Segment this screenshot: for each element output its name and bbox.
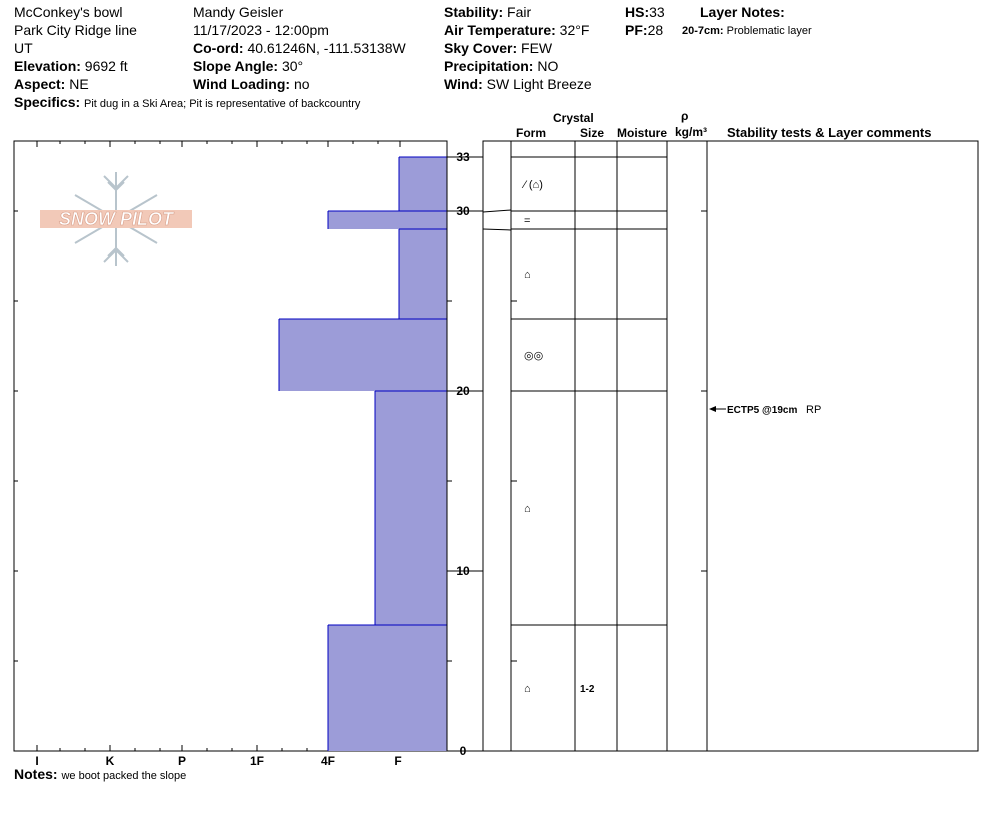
pf-value: 28 [647, 22, 664, 38]
stability-row: Stability: Fair [444, 4, 531, 20]
grain-form-symbol: = [524, 215, 530, 227]
wind-loading-label: Wind Loading: [193, 76, 291, 92]
location-name: McConkey's bowl [14, 4, 123, 20]
sky-cover-label: Sky Cover: [444, 40, 518, 56]
air-temp-label: Air Temperature: [444, 22, 556, 38]
layer-note: 20-7cm: Problematic layer [682, 23, 812, 39]
observation-datetime: 11/17/2023 - 12:00pm [193, 22, 329, 38]
hardness-layer-bar [375, 391, 447, 625]
hardness-label-i: I [35, 754, 38, 768]
hardness-label-4f: 4F [321, 754, 335, 768]
coord-value: 40.61246N, -111.53138W [247, 40, 406, 56]
crystal-header: Crystal [553, 111, 594, 125]
depth-tick-label-33: 33 [456, 150, 470, 164]
hs-label: HS: [625, 4, 650, 20]
state-name: UT [14, 40, 33, 56]
layer-table-frame [482, 140, 979, 752]
hardness-layer-bar [279, 319, 447, 391]
hardness-label-1f: 1F [250, 754, 264, 768]
logo-text: SNOW PILOT [59, 209, 175, 229]
specifics-row: Specifics: Pit dug in a Ski Area; Pit is… [14, 94, 360, 112]
rho-header: ρ [681, 109, 689, 123]
coord-label: Co-ord: [193, 40, 244, 56]
grain-form-symbol: ⌂ [524, 683, 531, 695]
precipitation-value: NO [537, 58, 559, 74]
elevation-row: Elevation: 9692 ft [14, 58, 128, 74]
precipitation-label: Precipitation: [444, 58, 534, 74]
sky-cover-value: FEW [521, 40, 553, 56]
size-header: Size [580, 126, 605, 140]
air-temp-value: 32°F [559, 22, 590, 38]
wind-loading-value: no [293, 76, 310, 92]
wind-loading-row: Wind Loading: no [193, 76, 310, 92]
grain-form-symbol: ⁄ (⌂) [521, 179, 543, 191]
layer-connector-line [482, 209, 512, 213]
hardness-label-k: K [106, 754, 115, 768]
stability-test-arrow-icon [709, 406, 716, 412]
grain-form-symbol: ◎◎ [524, 350, 543, 362]
pf-label: PF: [625, 22, 648, 38]
hardness-layer-bar [328, 211, 447, 229]
grain-form-symbol: ⌂ [524, 503, 531, 515]
observer-name: Mandy Geisler [193, 4, 284, 20]
notes-row: Notes: we boot packed the slope [14, 766, 186, 784]
wind-row: Wind: SW Light Breeze [444, 76, 592, 92]
hs-row: HS:33 [625, 4, 665, 20]
density-unit-header: kg/m³ [675, 125, 708, 139]
layer-notes-label: Layer Notes: [700, 4, 785, 20]
grain-form-symbol: ⌂ [524, 269, 531, 281]
layer-note-text: Problematic layer [726, 25, 812, 37]
layer-note-range: 20-7cm: [682, 25, 724, 37]
aspect-value: NE [69, 76, 89, 92]
stability-test-label: ECTP5 @19cm [727, 405, 797, 416]
notes-label: Notes: [14, 766, 58, 782]
area-name: Park City Ridge line [14, 22, 137, 38]
depth-tick-label-0: 0 [460, 744, 467, 758]
hardness-layer-bar [328, 625, 447, 751]
slope-label: Slope Angle: [193, 58, 279, 74]
specifics-value: Pit dug in a Ski Area; Pit is representa… [84, 98, 361, 110]
notes-value: we boot packed the slope [61, 770, 187, 782]
hardness-layer-bar [399, 157, 447, 211]
grain-size-value: 1-2 [580, 684, 595, 695]
hs-value: 33 [649, 4, 665, 20]
hardness-label-f: F [394, 754, 401, 768]
snowpilot-logo: SNOW PILOT [40, 172, 192, 266]
hardness-label-p: P [178, 754, 186, 768]
air-temp-row: Air Temperature: 32°F [444, 22, 589, 38]
elevation-value: 9692 ft [84, 58, 128, 74]
layer-connector-line [482, 228, 512, 231]
stability-test-result: RP [806, 404, 821, 416]
logo-banner [40, 210, 192, 228]
aspect-row: Aspect: NE [14, 76, 89, 92]
stability-tests-header: Stability tests & Layer comments [727, 125, 932, 140]
stability-value: Fair [507, 4, 532, 20]
depth-tick-label-20: 20 [456, 384, 470, 398]
wind-label: Wind: [444, 76, 483, 92]
coord-row: Co-ord: 40.61246N, -111.53138W [193, 40, 406, 56]
specifics-label: Specifics: [14, 94, 81, 110]
slope-value: 30° [281, 58, 304, 74]
slope-row: Slope Angle: 30° [193, 58, 303, 74]
wind-value: SW Light Breeze [486, 76, 592, 92]
depth-tick-label-30: 30 [456, 204, 470, 218]
pf-row: PF:28 [625, 22, 663, 38]
aspect-label: Aspect: [14, 76, 66, 92]
hardness-layer-bar [399, 229, 447, 319]
moisture-header: Moisture [617, 126, 668, 140]
stability-label: Stability: [444, 4, 504, 20]
depth-tick-label-10: 10 [456, 564, 470, 578]
precipitation-row: Precipitation: NO [444, 58, 558, 74]
elevation-label: Elevation: [14, 58, 81, 74]
sky-cover-row: Sky Cover: FEW [444, 40, 552, 56]
form-header: Form [516, 126, 546, 140]
